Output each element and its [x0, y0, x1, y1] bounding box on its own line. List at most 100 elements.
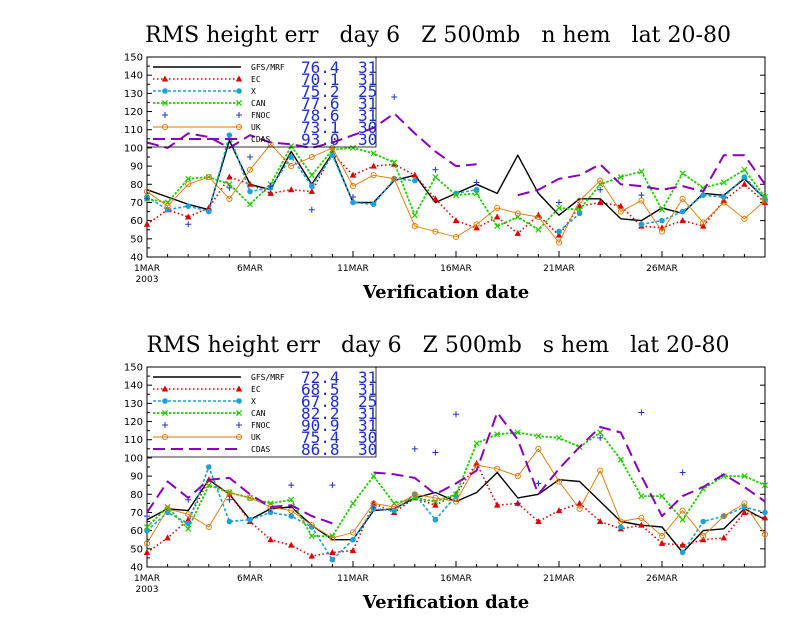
- legend-mean-value: 86.8: [301, 440, 340, 459]
- data-point: [308, 552, 315, 559]
- data-point: [391, 175, 398, 182]
- data-point: [288, 154, 295, 160]
- data-point: [720, 199, 727, 206]
- data-point: [370, 162, 377, 169]
- x-tick-label: 11MAR: [337, 574, 369, 584]
- series-line: [146, 143, 766, 243]
- year-label: 2003: [136, 275, 159, 285]
- data-point: [535, 480, 542, 487]
- data-point: [329, 534, 336, 541]
- data-point: [161, 433, 169, 441]
- data-point: [638, 409, 645, 416]
- data-point: [555, 231, 563, 238]
- data-point: [185, 520, 191, 527]
- data-point: [473, 190, 480, 197]
- data-point: [762, 196, 768, 202]
- legend-mean-value: 75.2: [301, 82, 340, 101]
- data-point: [370, 499, 377, 506]
- data-point: [164, 505, 171, 512]
- data-point: [267, 509, 274, 516]
- data-point: [638, 514, 645, 521]
- data-point: [514, 429, 521, 436]
- data-point: [370, 150, 377, 157]
- series-line: [146, 448, 766, 544]
- y-tick-label: 140: [124, 381, 143, 392]
- legend-label: GFS/MRF: [251, 373, 285, 382]
- data-point: [288, 513, 295, 519]
- data-point: [185, 203, 191, 209]
- data-point: [679, 217, 686, 224]
- legend-label: FNOC: [251, 111, 270, 120]
- data-point: [473, 179, 480, 186]
- data-point: [741, 473, 748, 480]
- data-point: [226, 489, 233, 496]
- data-point: [452, 498, 460, 505]
- data-point: [161, 385, 169, 392]
- data-point: [144, 195, 150, 202]
- data-point: [617, 202, 624, 209]
- data-point: [597, 429, 604, 436]
- year-label: 2003: [136, 585, 159, 595]
- data-point: [226, 195, 233, 202]
- x-tick-label: 16MAR: [440, 574, 472, 584]
- x-tick-label: 11MAR: [337, 264, 369, 274]
- data-point: [700, 533, 707, 540]
- legend-count-value: 31: [358, 106, 377, 125]
- data-point: [700, 518, 706, 525]
- data-point: [267, 536, 274, 543]
- data-point: [235, 75, 243, 82]
- legend-label: UK: [251, 123, 261, 132]
- x-tick-label: 1MAR: [134, 264, 160, 274]
- legend-count-value: 31: [358, 416, 377, 435]
- data-point: [370, 201, 377, 208]
- legend-count-value: 30: [358, 118, 377, 137]
- legend-label: CAN: [251, 409, 266, 418]
- data-point: [762, 509, 768, 516]
- data-point: [761, 531, 769, 538]
- legend-mean-value: 82.2: [301, 404, 340, 423]
- data-point: [164, 503, 171, 511]
- y-tick-label: 40: [130, 253, 143, 264]
- data-point: [370, 500, 377, 507]
- legend: GFS/MRF 72.4 31 EC 68.5 31 X 67.8 25 CAN 82.2 31 FNO…: [146, 366, 377, 459]
- data-point: [494, 465, 501, 472]
- data-point: [226, 496, 233, 503]
- legend-count-value: 31: [358, 368, 377, 387]
- data-point: [247, 188, 253, 195]
- series-line: [146, 112, 766, 197]
- data-point: [267, 183, 274, 190]
- data-point: [205, 523, 212, 531]
- data-point: [741, 180, 748, 187]
- data-point: [246, 494, 254, 501]
- data-point: [658, 206, 666, 213]
- data-point: [370, 473, 377, 480]
- y-tick-label: 80: [130, 490, 143, 501]
- x-tick-label: 26MAR: [646, 264, 678, 274]
- data-point: [432, 195, 439, 202]
- data-point: [205, 173, 212, 181]
- data-point: [235, 99, 243, 107]
- data-point: [638, 168, 645, 175]
- data-point: [246, 166, 254, 173]
- data-point: [679, 195, 686, 202]
- data-point: [226, 181, 233, 188]
- data-point: [164, 534, 171, 541]
- data-point: [236, 422, 242, 428]
- legend-label: GFS/MRF: [251, 63, 285, 72]
- x-tick-label: 21MAR: [543, 264, 575, 274]
- data-point: [349, 171, 357, 178]
- legend-label: X: [251, 397, 256, 406]
- data-point: [597, 186, 604, 193]
- y-tick-label: 130: [124, 89, 143, 100]
- data-point: [473, 440, 480, 447]
- x-tick-label: 6MAR: [237, 264, 263, 274]
- y-tick-label: 40: [130, 563, 143, 574]
- data-point: [309, 183, 315, 189]
- legend-box: [146, 56, 377, 148]
- data-point: [411, 212, 418, 219]
- data-point: [288, 496, 295, 503]
- data-point: [162, 112, 168, 118]
- legend-label: X: [251, 87, 256, 96]
- data-point: [226, 184, 233, 191]
- data-point: [288, 541, 295, 548]
